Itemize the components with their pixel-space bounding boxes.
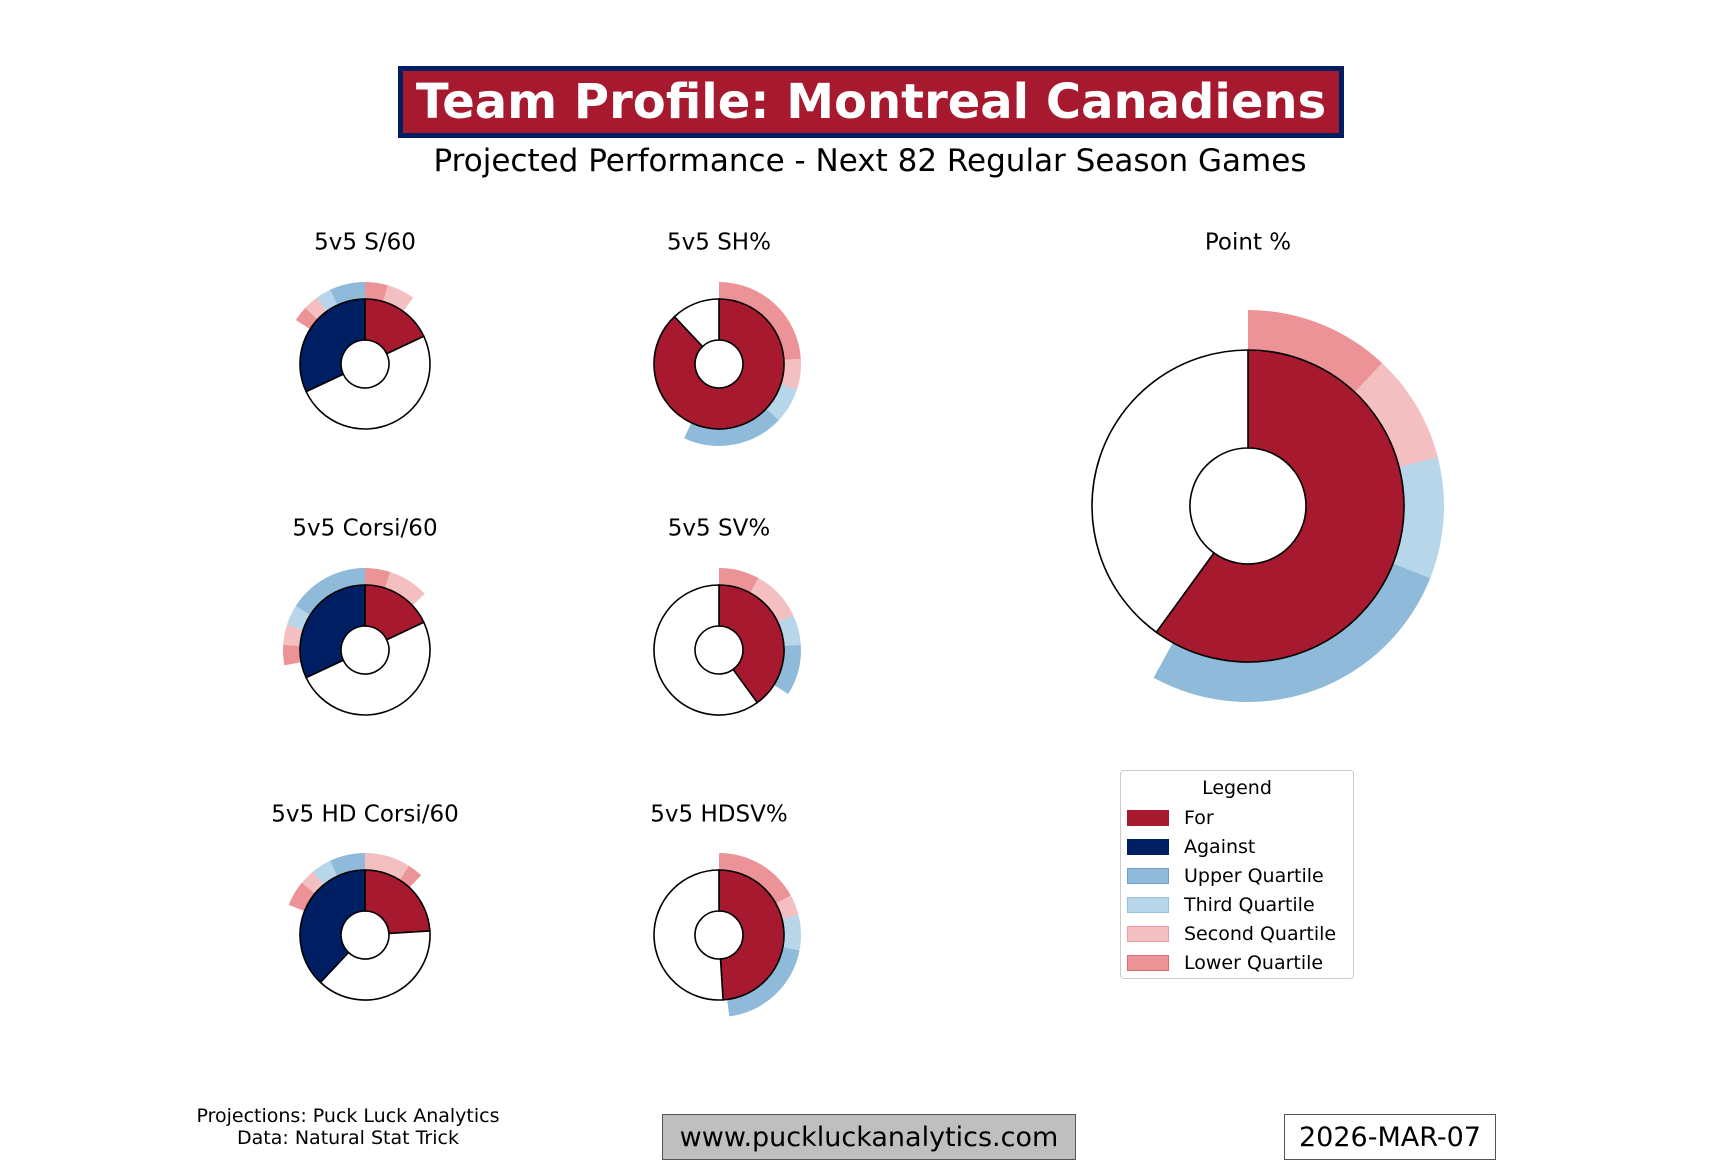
chart-title: 5v5 SH% (667, 230, 771, 256)
quartile-band-third-quartile (766, 384, 797, 421)
legend-title: Legend (1202, 777, 1272, 799)
legend: Legend For Against Upper Quartile Third Qua… (1120, 770, 1354, 979)
legend-item: Upper Quartile (1127, 865, 1324, 887)
quartile-band-upper-quartile (727, 947, 800, 1017)
for-slice (1155, 349, 1405, 663)
title-banner: Team Profile: Montreal Canadiens (398, 66, 1344, 138)
quartile-band-second-quartile (780, 358, 801, 390)
quartile-band-upper-quartile (684, 408, 779, 446)
legend-item: Lower Quartile (1127, 952, 1323, 974)
legend-label: Third Quartile (1184, 894, 1315, 916)
quartile-band-lower-quartile (365, 568, 391, 589)
chart-title: 5v5 Corsi/60 (292, 516, 437, 542)
legend-swatch (1127, 839, 1169, 855)
credits: Projections: Puck Luck Analytics Data: N… (150, 1105, 546, 1149)
quartile-band-second-quartile (385, 572, 425, 606)
for-slice (718, 869, 785, 1001)
quartile-band-second-quartile (365, 853, 409, 881)
chart-title: 5v5 S/60 (314, 230, 416, 256)
quartile-band-upper-quartile (773, 644, 802, 694)
legend-item: Third Quartile (1127, 894, 1315, 916)
remainder-slice (673, 298, 720, 348)
quartile-band-third-quartile (781, 914, 801, 951)
credits-projections: Projections: Puck Luck Analytics (196, 1105, 500, 1127)
website-link[interactable]: www.puckluckanalytics.com (662, 1114, 1076, 1160)
quartile-band-lower-quartile (282, 644, 302, 666)
legend-swatch (1127, 926, 1169, 942)
against-slice (299, 584, 366, 679)
legend-item: Against (1127, 836, 1255, 858)
legend-item: For (1127, 807, 1214, 829)
quartile-band-second-quartile (283, 624, 304, 646)
legend-swatch (1127, 897, 1169, 913)
quartile-band-second-quartile (775, 895, 799, 919)
quartile-band-second-quartile (750, 578, 794, 623)
quartile-band-second-quartile (305, 297, 327, 320)
legend-label: Against (1184, 836, 1256, 858)
against-slice (299, 298, 366, 393)
legend-label: Lower Quartile (1184, 952, 1324, 974)
chart-title: 5v5 HDSV% (650, 802, 787, 828)
remainder-slice (653, 584, 759, 716)
legend-label: Upper Quartile (1184, 865, 1324, 887)
page-title: Team Profile: Montreal Canadiens (415, 74, 1327, 130)
quartile-band-lower-quartile (1248, 310, 1383, 393)
credits-data-source: Data: Natural Stat Trick (237, 1127, 459, 1149)
quartile-band-second-quartile (383, 285, 414, 312)
chart-title: 5v5 HD Corsi/60 (271, 802, 458, 828)
quartile-band-third-quartile (1393, 457, 1445, 579)
quartile-band-third-quartile (316, 289, 338, 312)
quartile-band-second-quartile (301, 871, 324, 894)
quartile-band-lower-quartile (719, 853, 791, 904)
chart-title: Point % (1205, 230, 1291, 256)
quartile-band-third-quartile (287, 606, 311, 630)
remainder-slice (1091, 349, 1249, 634)
quartile-band-upper-quartile (1153, 563, 1431, 702)
website-label: www.puckluckanalytics.com (679, 1121, 1059, 1153)
date-badge: 2026-MAR-07 (1284, 1114, 1496, 1160)
legend-swatch (1127, 868, 1169, 884)
quartile-band-upper-quartile (295, 568, 365, 616)
quartile-band-lower-quartile (399, 865, 422, 888)
remainder-slice (305, 621, 431, 716)
legend-label: Second Quartile (1184, 923, 1337, 945)
remainder-slice (305, 335, 431, 430)
quartile-band-second-quartile (1354, 363, 1438, 468)
date-label: 2026-MAR-07 (1299, 1121, 1481, 1153)
quartile-band-lower-quartile (719, 568, 759, 594)
quartile-band-lower-quartile (295, 307, 318, 330)
remainder-slice (653, 869, 724, 1001)
chart-title: 5v5 SV% (668, 516, 770, 542)
for-slice (653, 298, 785, 430)
legend-swatch (1127, 810, 1169, 826)
for-slice (364, 869, 431, 935)
for-slice (718, 584, 785, 704)
remainder-slice (319, 930, 431, 1001)
quartile-band-lower-quartile (288, 882, 315, 912)
page-subtitle: Projected Performance - Next 82 Regular … (433, 143, 1307, 179)
legend-swatch (1127, 955, 1169, 971)
quartile-band-lower-quartile (365, 282, 388, 302)
legend-label: For (1184, 807, 1214, 829)
legend-item: Second Quartile (1127, 923, 1336, 945)
against-slice (299, 869, 366, 984)
